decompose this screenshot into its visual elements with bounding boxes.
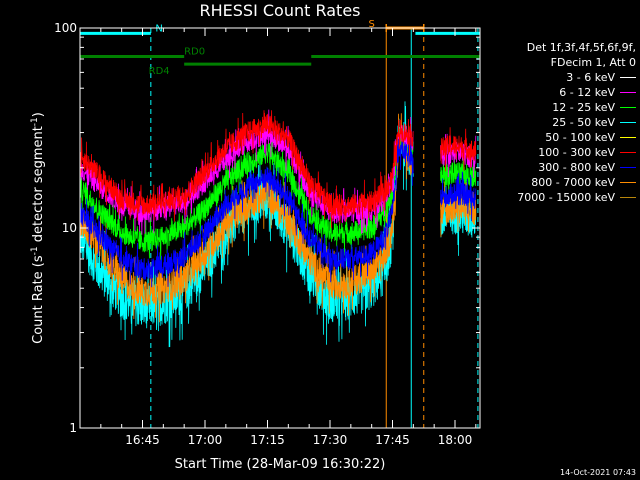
x-tick-label-2: 17:15 (250, 433, 285, 447)
flag-label-RD4: RD4 (149, 66, 170, 77)
chart-title: RHESSI Count Rates (200, 1, 361, 20)
y-tick-label-2: 100 (54, 21, 77, 35)
legend-item-label: 12 - 25 keV (552, 101, 615, 114)
legend-swatch (620, 92, 636, 93)
legend-item-6: 300 - 800 keV (486, 160, 636, 175)
legend-swatch (620, 122, 636, 123)
timestamp: 14-Oct-2021 07:43 (560, 468, 636, 477)
legend-item-label: 7000 - 15000 keV (517, 191, 615, 204)
x-tick-label-1: 17:00 (188, 433, 223, 447)
x-tick-label-5: 18:00 (438, 433, 473, 447)
series-line-300-800keV (79, 135, 477, 288)
x-tick-label-0: 16:45 (125, 433, 160, 447)
y-tick-label-1: 10 (62, 221, 77, 235)
series-line-100-300keV (79, 110, 477, 228)
legend-swatch (620, 77, 636, 78)
legend-header-line1: Det 1f,3f,4f,5f,6f,9f, (526, 41, 636, 54)
legend-item-0: 3 - 6 keV (486, 70, 636, 85)
flag-label-RD0: RD0 (184, 47, 205, 58)
legend-item-7: 800 - 7000 keV (486, 175, 636, 190)
legend-swatch (620, 107, 636, 108)
flag-label-N: N (155, 23, 162, 34)
legend-item-label: 3 - 6 keV (566, 71, 615, 84)
x-tick-label-4: 17:45 (375, 433, 410, 447)
legend-swatch (620, 152, 636, 153)
y-tick-label-0: 1 (69, 421, 77, 435)
y-axis-label-part3: ) (31, 112, 46, 117)
legend-swatch (620, 197, 636, 198)
legend-header-line2: FDecim 1, Att 0 (550, 56, 636, 69)
legend-swatch (620, 167, 636, 168)
x-tick-label-3: 17:30 (313, 433, 348, 447)
x-axis-label: Start Time (28-Mar-09 16:30:22) (175, 457, 386, 472)
legend-item-label: 300 - 800 keV (538, 161, 615, 174)
legend-swatch (620, 182, 636, 183)
legend-item-label: 50 - 100 keV (545, 131, 615, 144)
legend-item-label: 6 - 12 keV (559, 86, 615, 99)
series-line-6-12keV (79, 109, 477, 235)
legend-item-3: 25 - 50 keV (486, 115, 636, 130)
y-axis-label-exp2: -1 (30, 117, 40, 126)
legend-item-label: 100 - 300 keV (538, 146, 615, 159)
y-axis-label: Count Rate (s-1 detector segment-1) (30, 112, 46, 344)
legend: Det 1f,3f,4f,5f,6f,9f, FDecim 1, Att 0 3… (486, 40, 636, 205)
legend-item-label: 25 - 50 keV (552, 116, 615, 129)
flag-label-S: S (368, 19, 374, 30)
legend-item-2: 12 - 25 keV (486, 100, 636, 115)
legend-item-5: 100 - 300 keV (486, 145, 636, 160)
y-axis-label-part2: detector segment (31, 126, 46, 246)
legend-item-1: 6 - 12 keV (486, 85, 636, 100)
legend-swatch (620, 137, 636, 138)
legend-item-8: 7000 - 15000 keV (486, 190, 636, 205)
y-axis-label-part1: Count Rate (s (31, 255, 46, 344)
y-axis-label-exp1: -1 (30, 246, 40, 255)
series-line-800-7000keV (79, 113, 477, 323)
legend-item-4: 50 - 100 keV (486, 130, 636, 145)
legend-item-label: 800 - 7000 keV (531, 176, 615, 189)
series-line-12-25keV (79, 128, 477, 262)
